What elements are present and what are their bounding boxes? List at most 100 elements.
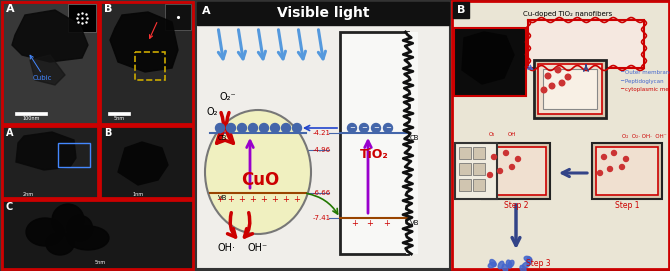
Circle shape: [498, 169, 502, 173]
Circle shape: [237, 124, 247, 133]
Bar: [592, 143, 662, 199]
Text: −: −: [349, 125, 355, 131]
Bar: [197, 2, 449, 25]
Text: +: +: [352, 220, 358, 228]
Bar: [473, 179, 485, 191]
Ellipse shape: [527, 257, 531, 265]
Text: +: +: [293, 195, 300, 205]
Bar: [459, 179, 471, 191]
Polygon shape: [110, 12, 178, 72]
Ellipse shape: [68, 215, 92, 240]
Text: OH⁻: OH⁻: [248, 243, 268, 253]
Ellipse shape: [46, 233, 74, 255]
Bar: [482, 143, 550, 199]
Circle shape: [612, 150, 616, 156]
Ellipse shape: [488, 262, 496, 268]
Ellipse shape: [502, 264, 508, 271]
Text: CB: CB: [218, 135, 228, 141]
Bar: [452, 1, 669, 269]
Bar: [196, 1, 450, 269]
Ellipse shape: [507, 260, 512, 268]
Bar: [165, 4, 191, 30]
Bar: [100, 126, 193, 198]
Bar: [459, 163, 471, 175]
Text: −: −: [361, 125, 367, 131]
Polygon shape: [16, 132, 76, 170]
Polygon shape: [462, 32, 514, 84]
Bar: [543, 69, 597, 109]
Ellipse shape: [67, 226, 109, 250]
Bar: [473, 147, 485, 159]
Circle shape: [509, 164, 515, 169]
Bar: [486, 147, 546, 195]
Circle shape: [492, 154, 496, 160]
Text: CB: CB: [410, 135, 419, 141]
Circle shape: [503, 150, 509, 156]
Circle shape: [602, 154, 606, 160]
Text: Step 2: Step 2: [504, 201, 528, 209]
Text: VB: VB: [218, 195, 228, 201]
Text: −: −: [385, 125, 391, 131]
Bar: [528, 20, 644, 68]
Text: +: +: [249, 195, 257, 205]
Text: -6.66: -6.66: [313, 190, 331, 196]
Text: +: +: [283, 195, 289, 205]
Circle shape: [249, 124, 257, 133]
Text: O₂  O₂· OH·  OH⁻: O₂ O₂· OH· OH⁻: [622, 134, 666, 140]
Circle shape: [383, 124, 393, 133]
Circle shape: [545, 73, 551, 79]
Text: OH: OH: [508, 133, 516, 137]
Circle shape: [515, 156, 521, 162]
Text: O₂: O₂: [206, 107, 218, 117]
Bar: [1, 1, 194, 270]
Circle shape: [549, 83, 555, 89]
Text: 2nm: 2nm: [22, 192, 34, 196]
Text: CuO: CuO: [241, 171, 279, 189]
Bar: [135, 52, 165, 80]
Bar: [455, 143, 497, 199]
Ellipse shape: [523, 262, 530, 268]
Text: +: +: [216, 195, 223, 205]
Text: O₂⁻: O₂⁻: [220, 92, 237, 102]
Circle shape: [488, 173, 492, 178]
Text: +: +: [239, 195, 245, 205]
Text: Cu-doped TiO₂ nanofibers: Cu-doped TiO₂ nanofibers: [523, 11, 612, 17]
Bar: [538, 64, 602, 114]
Circle shape: [226, 124, 235, 133]
Bar: [454, 28, 526, 96]
Circle shape: [259, 124, 269, 133]
Text: +: +: [383, 220, 391, 228]
Ellipse shape: [26, 218, 64, 246]
Bar: [68, 4, 96, 32]
Text: OH·: OH·: [217, 243, 235, 253]
Bar: [198, 3, 214, 19]
Circle shape: [624, 156, 628, 162]
Circle shape: [371, 124, 381, 133]
Circle shape: [620, 164, 624, 169]
Circle shape: [271, 124, 279, 133]
Text: 5nm: 5nm: [94, 260, 106, 266]
Ellipse shape: [490, 260, 496, 266]
Bar: [473, 163, 485, 175]
Circle shape: [348, 124, 356, 133]
Text: A: A: [6, 128, 13, 138]
Circle shape: [555, 67, 561, 73]
Text: B: B: [104, 128, 111, 138]
Text: TiO₂: TiO₂: [360, 149, 389, 162]
Ellipse shape: [508, 260, 514, 268]
Circle shape: [565, 74, 571, 80]
Ellipse shape: [498, 261, 504, 269]
Text: +: +: [271, 195, 279, 205]
Text: +: +: [261, 195, 267, 205]
Text: O₂: O₂: [489, 133, 495, 137]
Text: 5nm: 5nm: [113, 117, 125, 121]
Polygon shape: [12, 10, 88, 62]
Bar: [2, 200, 193, 269]
Circle shape: [360, 124, 368, 133]
Bar: [453, 2, 469, 18]
Text: C: C: [6, 202, 13, 212]
Bar: [108, 112, 130, 115]
Text: A: A: [202, 6, 210, 16]
Text: 100nm: 100nm: [22, 117, 40, 121]
Text: -4.21: -4.21: [313, 130, 331, 136]
